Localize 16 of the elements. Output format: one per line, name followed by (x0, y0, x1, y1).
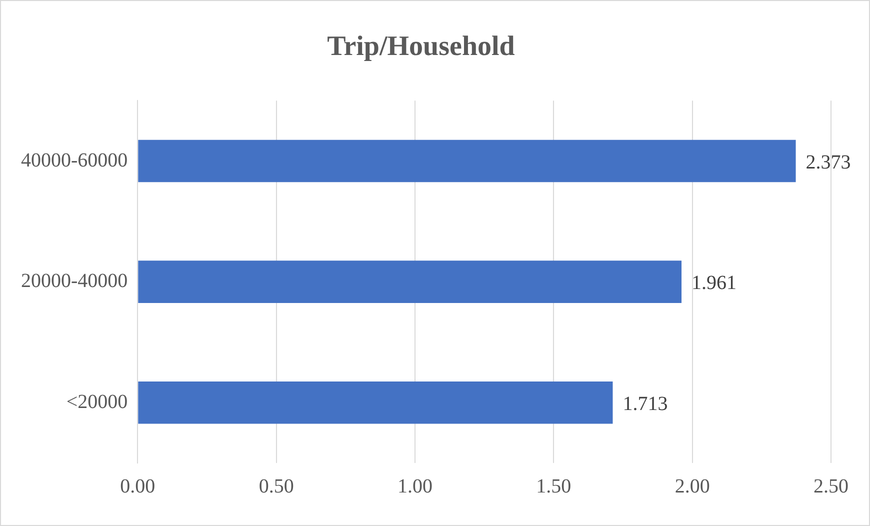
chart-title: Trip/Household (327, 31, 516, 62)
x-tick-label: 0.50 (258, 475, 294, 498)
x-tick-label: 2.00 (674, 475, 710, 498)
bar (138, 381, 613, 424)
x-tick-label: 1.50 (536, 475, 572, 498)
y-tick-label: 40000-60000 (20, 149, 128, 172)
data-label: 1.713 (622, 392, 668, 415)
y-tick-label: <20000 (66, 390, 128, 413)
data-label: 2.373 (806, 151, 851, 174)
x-tick-label: 2.50 (814, 475, 848, 498)
bar (138, 260, 682, 303)
data-label: 1.961 (692, 272, 737, 294)
y-tick-label: 20000-40000 (20, 270, 128, 292)
bar (138, 140, 796, 182)
x-tick-label: 1.00 (397, 475, 432, 498)
x-tick-label: 0.00 (120, 475, 156, 498)
